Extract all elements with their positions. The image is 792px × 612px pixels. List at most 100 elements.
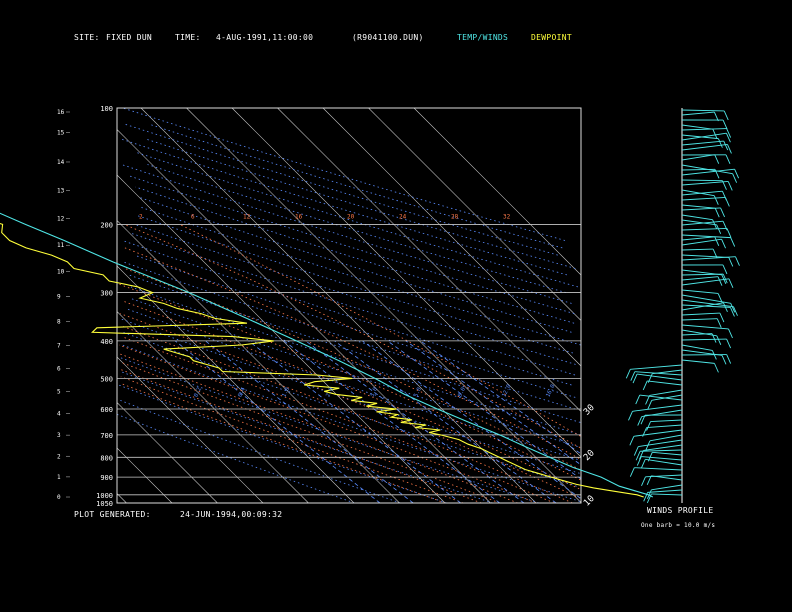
wind-barb-tick xyxy=(632,373,638,384)
wind-barb xyxy=(681,140,724,146)
dewpoint-series-line xyxy=(0,223,644,498)
site-label: SITE: xyxy=(74,33,100,42)
wind-barb-tick xyxy=(717,276,723,286)
wind-barb xyxy=(633,429,683,437)
isotherm-line xyxy=(116,220,400,504)
dry-adiabat-line xyxy=(129,232,576,376)
moist-adiabat-line xyxy=(121,362,500,504)
height-tick-label: 14 xyxy=(57,159,65,166)
wind-barb-tick xyxy=(723,140,729,151)
wind-barb-tick xyxy=(734,168,740,179)
wind-barb-tick xyxy=(726,338,732,349)
plot-border xyxy=(116,107,582,504)
wind-barb xyxy=(681,318,718,321)
mixing-ratio-label: 8.0 xyxy=(457,387,467,399)
site-value: FIXED DUN xyxy=(106,33,153,42)
dry-adiabat-line xyxy=(144,138,576,269)
height-tick-label: 7 xyxy=(57,342,61,349)
height-tick-label: 5 xyxy=(57,388,61,395)
mixing-ratio-label: 5.0 xyxy=(413,387,423,399)
wind-barb-tick xyxy=(640,459,646,469)
pressure-tick-label: 900 xyxy=(100,474,113,482)
moist-adiabat-line xyxy=(124,224,581,448)
plot-frame xyxy=(116,107,582,504)
dry-adiabat-line xyxy=(118,384,447,504)
wind-barb xyxy=(634,467,683,471)
wind-barb xyxy=(681,144,728,151)
wind-barb-tick xyxy=(714,363,719,373)
mixing-ratio-lines xyxy=(174,340,582,504)
pressure-tick-label: 300 xyxy=(100,290,113,298)
wind-barb xyxy=(681,276,719,281)
height-tick-label: 13 xyxy=(57,188,65,195)
plot-generated-label: PLOT GENERATED: xyxy=(74,510,151,519)
wind-barb-tick xyxy=(713,111,719,122)
wind-barb xyxy=(646,424,683,428)
wind-barb-tick xyxy=(642,380,648,391)
wind-barb-tick xyxy=(733,306,738,316)
wind-barb-tick xyxy=(640,414,646,425)
dry-adiabat-line xyxy=(121,164,572,304)
moist-adiabat-line xyxy=(121,336,555,504)
height-tick-label: 6 xyxy=(57,366,61,373)
dry-adiabat-line xyxy=(120,371,493,504)
mixing-ratio-line xyxy=(248,340,461,504)
wind-barb xyxy=(647,489,683,493)
wind-barb xyxy=(645,458,683,466)
legend-temp-winds: TEMP/WINDS xyxy=(457,33,509,42)
height-tick-label: 11 xyxy=(57,242,65,249)
wind-barb-tick xyxy=(723,110,729,121)
dry-adiabat-line xyxy=(117,414,355,504)
dry-adiabat-line xyxy=(122,344,581,502)
wind-barb-tick xyxy=(636,456,642,466)
wind-barb xyxy=(632,404,683,412)
wind-barb-tick xyxy=(646,489,652,499)
wind-barb xyxy=(681,312,720,316)
isotherm-line xyxy=(140,107,537,504)
wind-barb xyxy=(681,220,724,226)
wind-barb xyxy=(681,219,717,226)
wind-barb xyxy=(681,344,713,351)
isotherm-line xyxy=(116,265,355,504)
wind-barb-tick xyxy=(714,236,720,246)
wind-barb-tick xyxy=(726,228,732,238)
wind-barb-tick xyxy=(721,355,727,365)
wind-barb xyxy=(647,380,683,386)
wind-barb xyxy=(643,444,683,451)
height-tick-label: 10 xyxy=(57,268,65,275)
moist-adiabat-line xyxy=(118,283,581,481)
dry-adiabat-line xyxy=(137,215,574,354)
moist-adiabat-line xyxy=(120,376,464,504)
winds-profile-note: One barb = 10.0 m/s xyxy=(641,522,716,529)
dry-adiabat-line xyxy=(138,196,572,333)
moist-adiabat-label: 32 xyxy=(503,213,511,220)
height-tick-label: 3 xyxy=(57,432,61,439)
wind-barb-tick xyxy=(647,400,653,410)
wind-barb-tick xyxy=(716,224,722,234)
pressure-tick-label: 600 xyxy=(100,406,113,414)
wind-barb-tick xyxy=(630,371,636,381)
mixing-ratio-line xyxy=(362,340,581,499)
wind-barb-tick xyxy=(628,411,633,421)
wind-barb-tick xyxy=(722,264,728,275)
wind-barb-tick xyxy=(730,303,736,313)
wind-barb xyxy=(651,484,683,491)
isotherm-line xyxy=(368,107,582,321)
isotherm-line xyxy=(186,107,582,503)
wind-barb xyxy=(649,389,683,396)
wind-barb xyxy=(681,329,717,337)
mixing-ratio-line xyxy=(305,340,525,504)
pressure-tick-label: 200 xyxy=(100,221,113,229)
temperature-right-label: 20 xyxy=(582,448,597,463)
dry-adiabat-line xyxy=(124,123,558,256)
wind-barb xyxy=(681,168,716,171)
wind-barb-tick xyxy=(714,208,720,218)
wind-barb xyxy=(681,132,727,141)
isotherm-line xyxy=(116,311,309,504)
height-tick-label: 16 xyxy=(57,109,65,116)
wind-barb-tick xyxy=(716,335,722,345)
mixing-ratio-line xyxy=(174,340,381,504)
mixing-ratio-label: 0.4 xyxy=(237,386,247,398)
height-tick-label: 9 xyxy=(57,294,61,301)
